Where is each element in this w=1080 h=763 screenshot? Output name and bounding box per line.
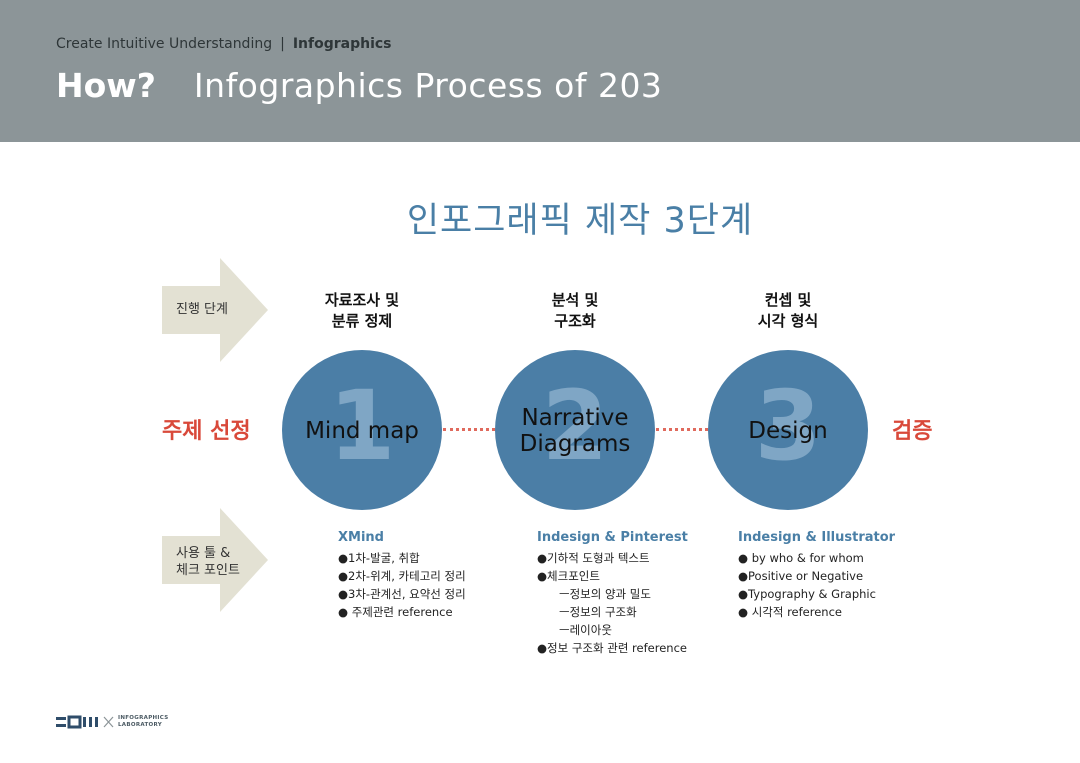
tool-item: ㅡ정보의 구조화 — [559, 605, 637, 619]
breadcrumb-separator: | — [280, 36, 285, 52]
stage-label-3-line2: 시각 형식 — [757, 312, 819, 330]
diagram-title: 인포그래픽 제작 3단계 — [406, 201, 754, 241]
step-name-3: Design — [748, 418, 828, 444]
step-name-1: Mind map — [305, 418, 419, 444]
logo-line1: INFOGRAPHICS — [118, 715, 169, 721]
heading-strong: How? — [56, 66, 156, 105]
step-circle-2: 2 Narrative Diagrams — [495, 350, 655, 510]
tool-item: ●2차-위계, 카테고리 정리 — [338, 569, 466, 583]
tool-item: ●기하적 도형과 텍스트 — [537, 551, 650, 565]
tool-list-1: ●1차-발굴, 취합 ●2차-위계, 카테고리 정리 ●3차-관계선, 요약선 … — [338, 549, 466, 621]
tool-title-2: Indesign & Pinterest — [537, 530, 688, 545]
tool-title-1: XMind — [338, 530, 384, 545]
logo-line2: LABORATORY — [118, 722, 163, 728]
end-label: 검증 — [892, 419, 933, 444]
breadcrumb-current: Infographics — [292, 36, 392, 52]
tool-list-3: ● by who & for whom ●Positive or Negativ… — [738, 549, 895, 621]
breadcrumb-section[interactable]: Create Intuitive Understanding — [56, 36, 273, 52]
tools-row-label: 사용 툴 & 체크 포인트 — [176, 545, 240, 579]
step-name-2-line1: Narrative — [521, 405, 629, 431]
stage-row-label: 진행 단계 — [176, 302, 228, 317]
tool-item: ● 주제관련 reference — [338, 605, 453, 619]
header-band: Create Intuitive Understanding | Infograph… — [0, 0, 1080, 142]
tool-block-1: XMind ●1차-발굴, 취합 ●2차-위계, 카테고리 정리 ●3차-관계선… — [338, 530, 466, 621]
stage-label-1-line2: 분류 정제 — [331, 312, 393, 330]
tool-item: ●3차-관계선, 요약선 정리 — [338, 587, 466, 601]
start-label: 주제 선정 — [162, 419, 251, 444]
stage-label-3: 컨셉 및 시각 형식 — [708, 290, 868, 332]
tool-list-2: ●기하적 도형과 텍스트 ●체크포인트 ㅡ정보의 양과 밀도 ㅡ정보의 구조화 … — [537, 549, 688, 657]
step-number-2: 2 — [541, 370, 609, 482]
stage-label-1: 자료조사 및 분류 정제 — [282, 290, 442, 332]
tool-item: ●정보 구조화 관련 reference — [537, 641, 687, 655]
connector-2-3 — [656, 428, 708, 431]
tool-item: ● by who & for whom — [738, 551, 864, 565]
stage-label-2: 분석 및 구조화 — [495, 290, 655, 332]
logo-mark-icon — [56, 715, 114, 729]
step-name-2-line2: Diagrams — [519, 431, 631, 457]
step-number-1: 1 — [328, 370, 396, 482]
logo-wordmark: INFOGRAPHICS LABORATORY — [118, 715, 168, 729]
tool-item: ● 시각적 reference — [738, 605, 842, 619]
tools-row-arrow — [162, 508, 268, 612]
step-circle-1: 1 Mind map — [282, 350, 442, 510]
stage-label-3-line1: 컨셉 및 — [764, 291, 812, 309]
tool-item: ㅡ레이아웃 — [559, 623, 612, 637]
tool-item: ●1차-발굴, 취합 — [338, 551, 420, 565]
tool-item: ●Positive or Negative — [738, 569, 864, 583]
page-heading: How? Infographics Process of 203 — [56, 66, 662, 105]
tools-row-label-line2: 체크 포인트 — [176, 563, 240, 578]
stage-label-1-line1: 자료조사 및 — [324, 291, 400, 309]
tool-block-2: Indesign & Pinterest ●기하적 도형과 텍스트 ●체크포인트… — [537, 530, 688, 657]
stage-label-2-line2: 구조화 — [554, 312, 596, 330]
step-number-3: 3 — [754, 370, 822, 482]
stage-row-arrow — [162, 258, 268, 362]
breadcrumb: Create Intuitive Understanding | Infograph… — [56, 36, 392, 52]
tool-title-3: Indesign & Illustrator — [738, 530, 896, 545]
tools-row-label-line1: 사용 툴 & — [176, 546, 231, 561]
step-circle-3: 3 Design — [708, 350, 868, 510]
tool-item: ●체크포인트 — [537, 569, 600, 583]
tool-item: ㅡ정보의 양과 밀도 — [559, 587, 651, 601]
heading-subtitle: Infographics Process of 203 — [193, 66, 663, 105]
stage-label-2-line1: 분석 및 — [551, 291, 599, 309]
connector-1-2 — [443, 428, 495, 431]
tool-item: ●Typography & Graphic — [738, 587, 876, 601]
tool-block-3: Indesign & Illustrator ● by who & for wh… — [738, 530, 895, 621]
